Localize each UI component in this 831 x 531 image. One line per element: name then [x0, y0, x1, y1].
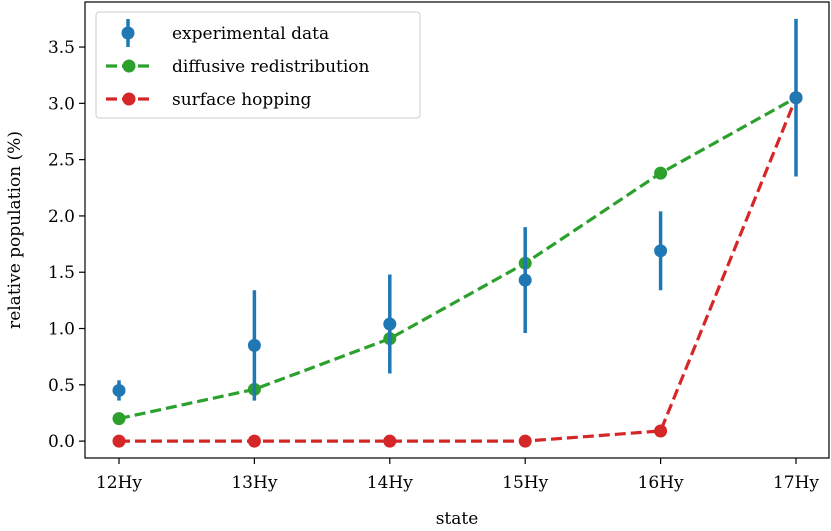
surface-hopping-point-0 [112, 434, 126, 448]
series-layer [112, 18, 803, 448]
diffusive-redistribution-point-0 [112, 412, 126, 426]
y-axis-label: relative population (%) [5, 131, 25, 329]
experimental-point-1 [247, 338, 261, 352]
x-tick-label-0: 12Hy [96, 473, 142, 493]
surface-hopping-point-4 [654, 424, 668, 438]
x-tick-label-3: 15Hy [502, 473, 548, 493]
diffusive-redistribution-line [118, 96, 797, 421]
y-tick-label-0: 0.0 [48, 432, 75, 452]
plot-frame [84, 1, 830, 459]
legend-marker-surface-hopping [122, 92, 136, 106]
experimental-point-0 [112, 383, 126, 397]
experimental-point-3 [518, 273, 532, 287]
x-tick-label-5: 17Hy [773, 473, 819, 493]
legend-box [95, 11, 421, 119]
x-tick-label-2: 14Hy [367, 473, 413, 493]
y-tick-label-7: 3.5 [48, 38, 75, 58]
diffusive-redistribution-point-4 [654, 166, 668, 180]
y-tick-label-6: 3.0 [48, 94, 75, 114]
legend: experimental data diffusive redistributio… [95, 11, 421, 119]
axes-layer: 12Hy 13Hy 14Hy 15Hy 16Hy 17Hy 0.0 0.5 1.0 1.5 2.0 2… [48, 38, 819, 493]
surface-hopping-line [119, 97, 798, 443]
y-tick-label-2: 1.0 [48, 320, 75, 340]
experimental-point-5 [789, 91, 803, 105]
x-tick-label-4: 16Hy [638, 473, 684, 493]
experimental-point-2 [383, 317, 397, 331]
y-tick-label-3: 1.5 [48, 263, 75, 283]
x-tick-label-1: 13Hy [231, 473, 277, 493]
y-tick-label-4: 2.0 [48, 207, 75, 227]
surface-hopping-point-2 [383, 434, 397, 448]
legend-label-diffusive-redistribution: diffusive redistribution [172, 57, 370, 77]
legend-label-surface-hopping: surface hopping [172, 90, 312, 110]
legend-label-experimental-data: experimental data [172, 24, 329, 44]
surface-hopping-point-3 [518, 434, 532, 448]
legend-marker-experimental [121, 26, 135, 40]
y-tick-label-5: 2.5 [48, 151, 75, 171]
legend-marker-diffusive-redistribution [122, 59, 136, 73]
surface-hopping-point-1 [247, 434, 261, 448]
y-tick-label-1: 0.5 [48, 376, 75, 396]
experimental-point-4 [654, 244, 668, 258]
x-axis-label: state [436, 509, 479, 529]
